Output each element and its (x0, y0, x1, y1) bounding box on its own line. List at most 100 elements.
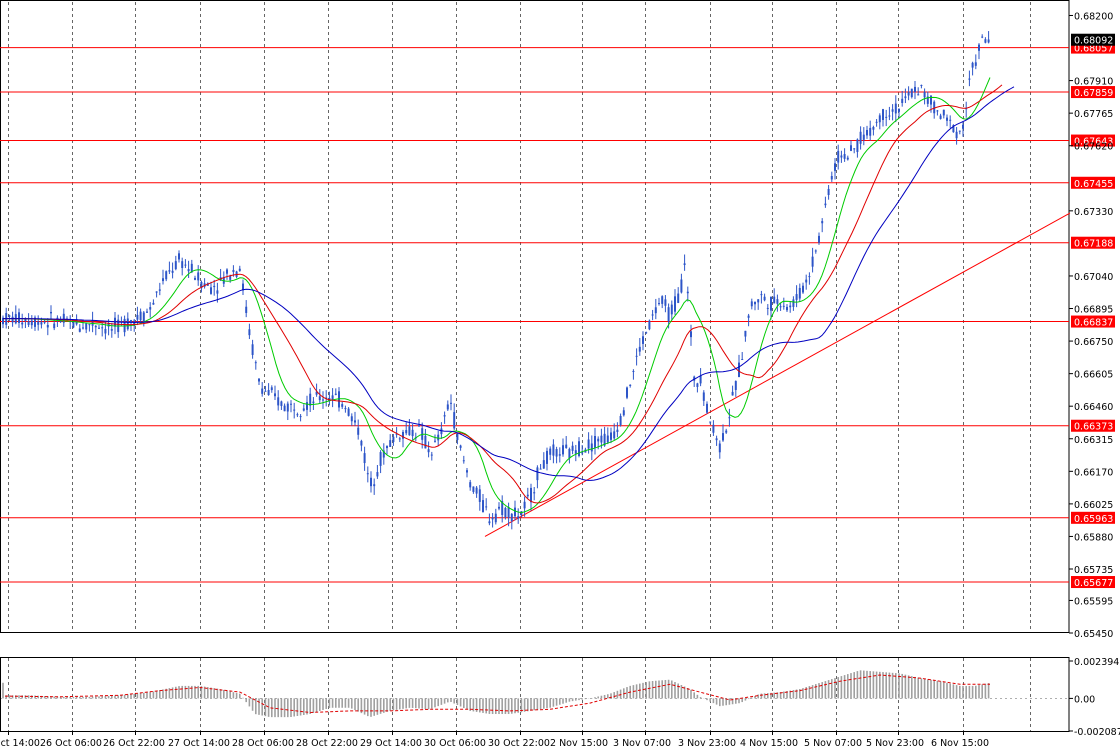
candle (485, 498, 488, 511)
candle (878, 113, 881, 130)
x-tick-label: 2 Nov 15:00 (550, 738, 608, 749)
candle (456, 432, 459, 445)
candle (706, 401, 708, 414)
candle (725, 428, 728, 434)
candle (50, 305, 52, 320)
trendline (484, 212, 1071, 537)
osc-y-tick-label: 0.002394 (1074, 657, 1119, 668)
candle (814, 249, 817, 254)
candle (306, 395, 308, 417)
candle (238, 265, 241, 272)
candle (648, 319, 651, 331)
candle (776, 294, 779, 312)
osc-y-tick-label: 0.00 (1074, 694, 1095, 705)
candle (747, 313, 750, 327)
candle (738, 354, 740, 378)
candle (178, 250, 180, 263)
candle (56, 315, 59, 328)
candle (779, 302, 782, 311)
candle (546, 447, 548, 471)
candle (558, 447, 561, 463)
candle (824, 196, 827, 208)
candle (322, 391, 324, 409)
y-tick-label: 0.67040 (1074, 272, 1113, 283)
candle (562, 438, 564, 457)
candle (722, 424, 724, 442)
level-price-tag (1071, 86, 1115, 99)
candle (898, 108, 900, 119)
candle (398, 436, 401, 443)
candle (242, 279, 244, 296)
candle (270, 385, 273, 393)
candle (395, 426, 398, 438)
x-tick-label: 3 Nov 23:00 (678, 738, 736, 749)
y-tick-label: 0.67330 (1074, 207, 1113, 218)
x-tick-label: 29 Oct 14:00 (360, 738, 422, 749)
candle (526, 487, 529, 499)
level-price-label: 0.67859 (1074, 88, 1113, 99)
candle (971, 61, 974, 76)
candle (194, 275, 196, 281)
candle (258, 378, 260, 386)
candle (942, 109, 945, 119)
candle (482, 494, 484, 513)
candle (664, 295, 667, 313)
candle (949, 115, 952, 128)
candle (830, 171, 833, 182)
candle (184, 259, 187, 269)
level-price-label: 0.67455 (1074, 179, 1113, 190)
candle (568, 447, 571, 464)
candle (594, 427, 596, 455)
candle (978, 43, 980, 60)
candle (347, 407, 350, 417)
candle (770, 296, 772, 320)
candle (165, 270, 168, 282)
candle (126, 312, 129, 331)
candle (277, 390, 280, 411)
candle (331, 388, 334, 408)
candle (613, 423, 616, 441)
candle (78, 324, 81, 333)
candle (200, 280, 203, 293)
candle (62, 308, 65, 327)
y-tick-label: 0.68200 (1074, 11, 1113, 22)
candle (274, 385, 276, 400)
candle (30, 315, 33, 329)
candle (882, 108, 884, 127)
candle (754, 301, 756, 311)
candle (434, 434, 436, 443)
level-price-label: 0.68057 (1074, 44, 1113, 55)
candle (555, 446, 558, 464)
candle (872, 125, 875, 136)
candle (318, 389, 321, 404)
candle (530, 483, 532, 511)
candle (168, 261, 171, 275)
candle (386, 445, 388, 455)
candle (760, 290, 763, 304)
candle (197, 265, 200, 286)
horizontal-levels (0, 47, 1069, 583)
candle (984, 37, 987, 44)
candle (341, 401, 344, 410)
candle (677, 287, 680, 304)
y-tick-label: 0.66605 (1074, 370, 1113, 381)
candle (885, 109, 888, 127)
candle (363, 446, 366, 471)
candle (11, 311, 14, 327)
candle (734, 380, 737, 397)
candle (574, 444, 577, 462)
level-price-label: 0.65677 (1074, 578, 1113, 589)
candle (565, 436, 568, 449)
candle (955, 127, 958, 145)
main-plot-frame (0, 0, 1070, 633)
candle (958, 130, 961, 135)
support-trendline (484, 212, 1071, 537)
candle (936, 109, 939, 116)
candle (728, 408, 731, 427)
candle (88, 324, 91, 332)
candle (315, 383, 318, 397)
candle (696, 382, 699, 393)
